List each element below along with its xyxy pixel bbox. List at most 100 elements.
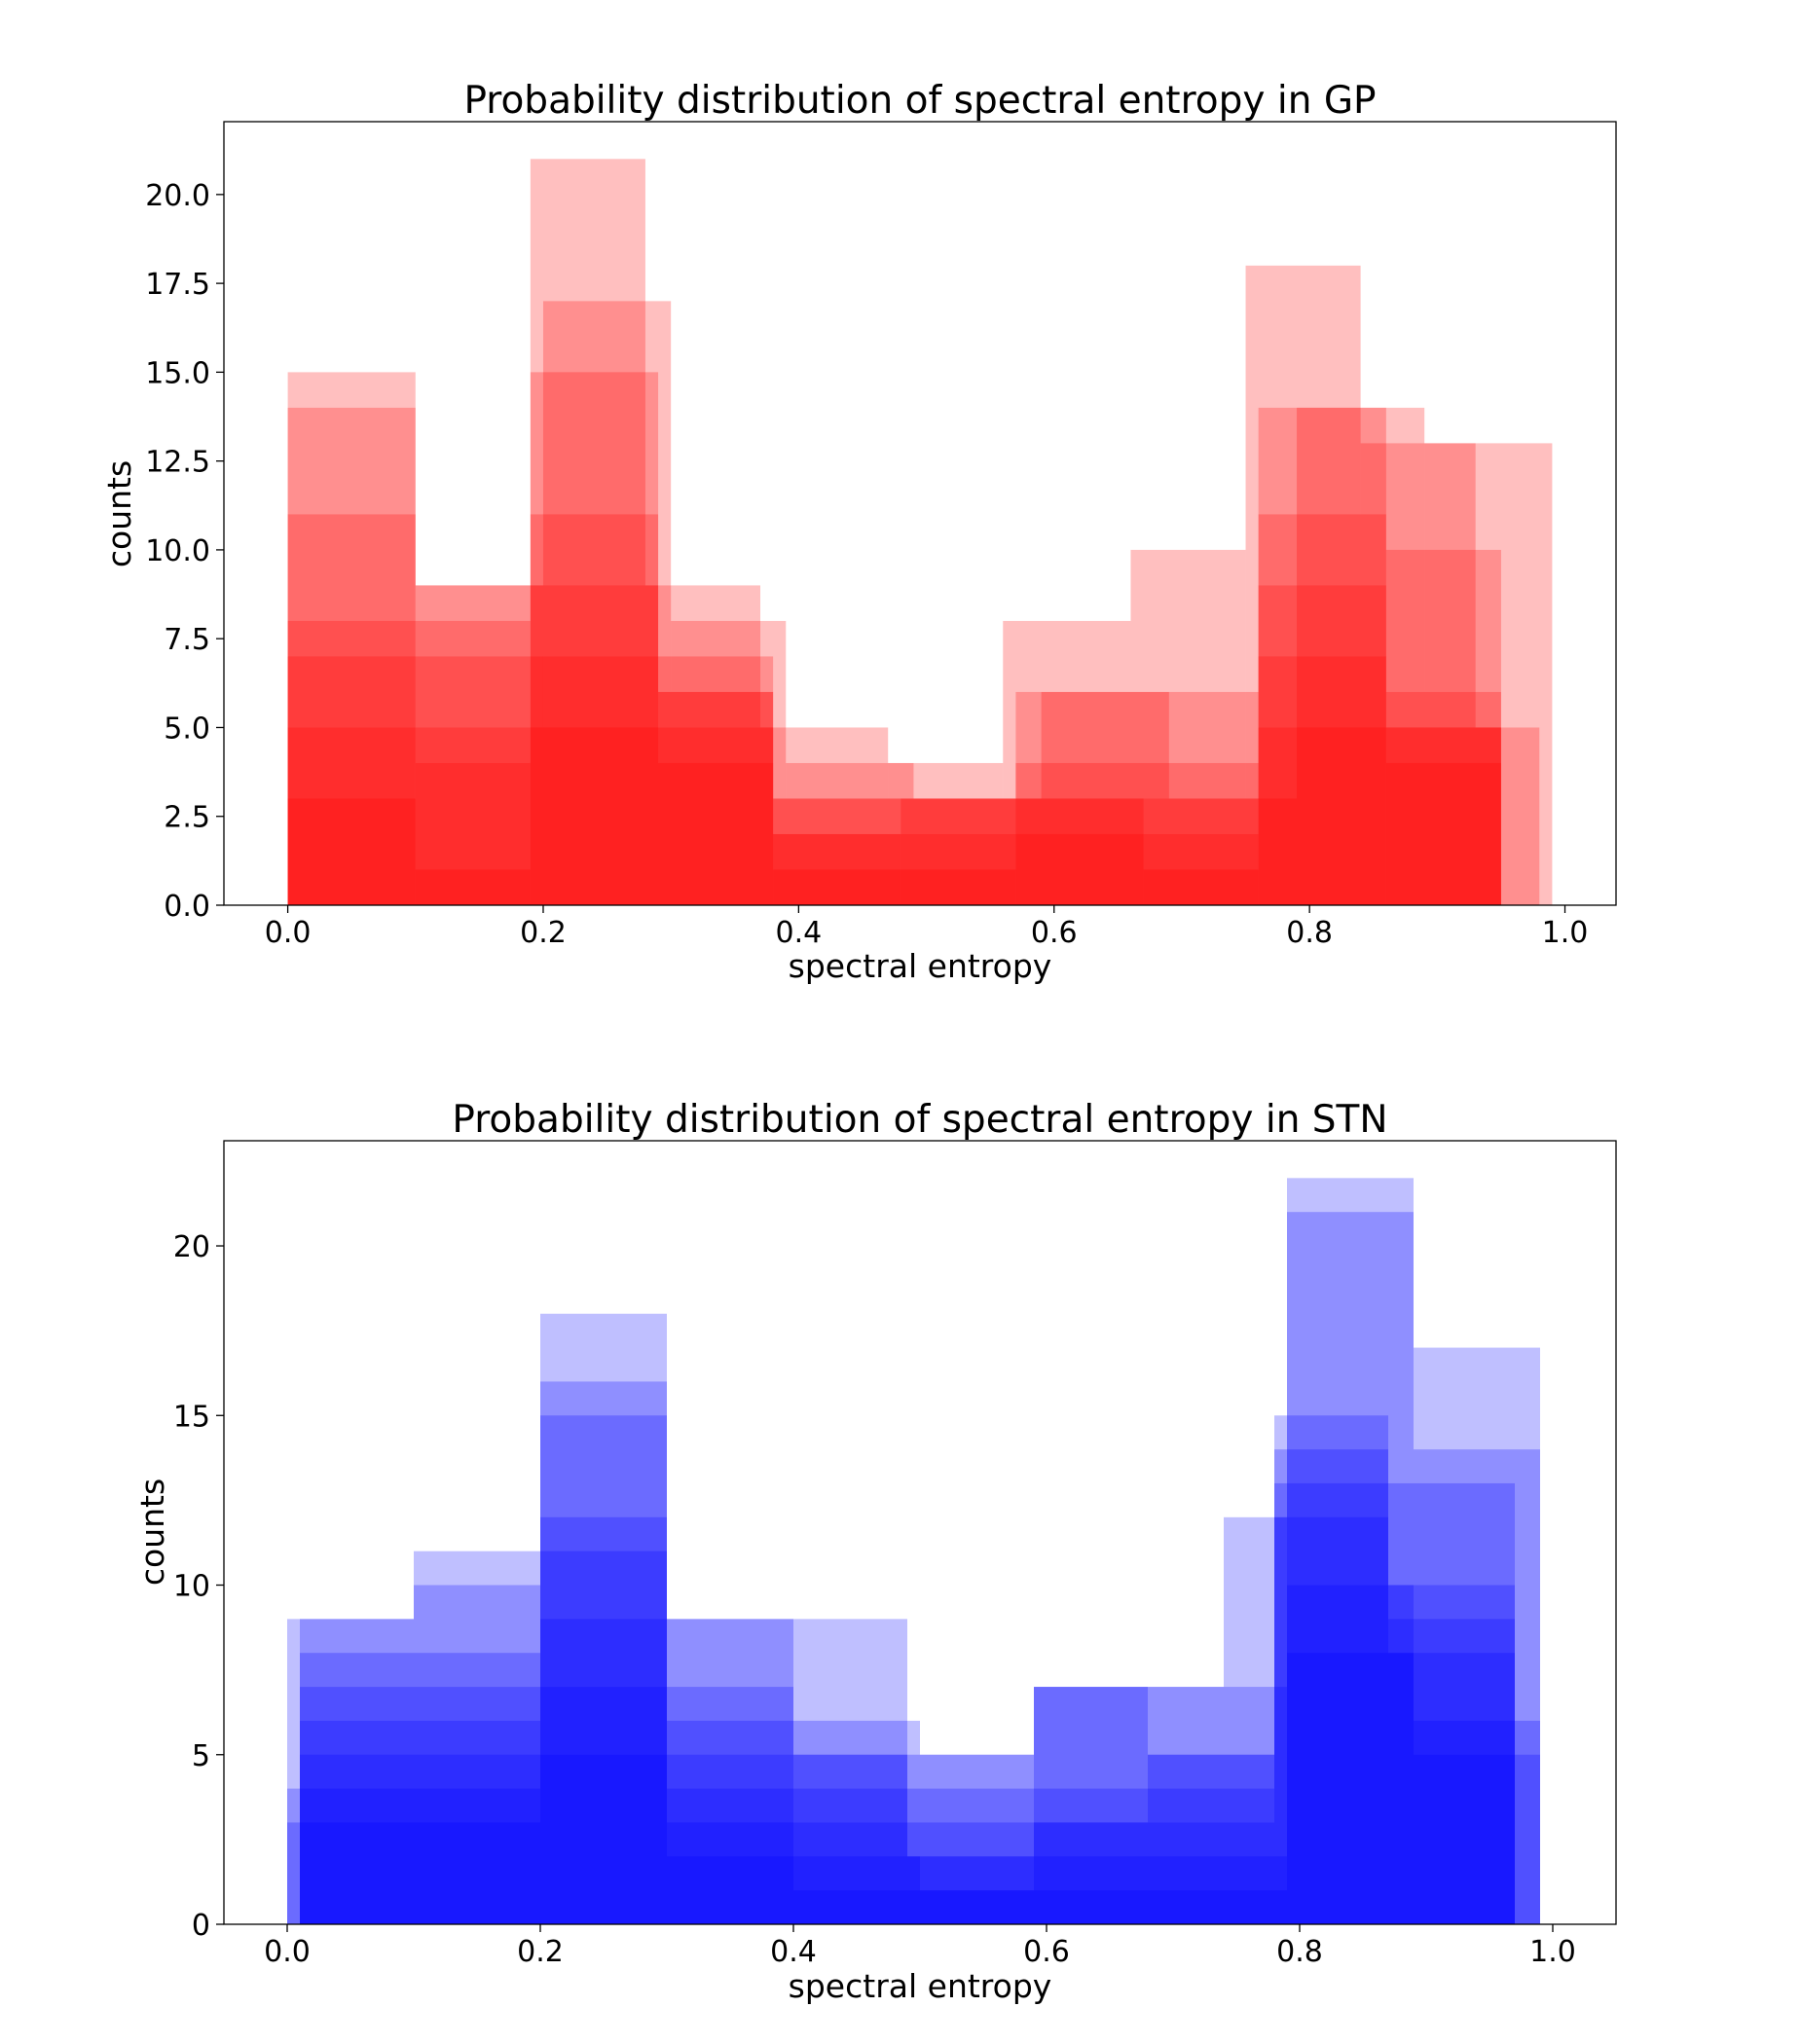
histogram-bar bbox=[667, 1822, 793, 1924]
histogram-bar bbox=[1414, 1347, 1540, 1924]
histogram-bar bbox=[414, 1585, 540, 1924]
histogram-bar bbox=[300, 1653, 426, 1924]
y-tick-label: 10 bbox=[173, 1570, 210, 1604]
histogram-bar bbox=[900, 798, 1016, 905]
histogram-bar bbox=[773, 798, 901, 905]
histogram-bar bbox=[1041, 691, 1169, 905]
histogram-bar bbox=[793, 1822, 907, 1924]
histogram-bar bbox=[287, 1788, 414, 1924]
histogram-bar bbox=[1015, 833, 1144, 905]
histogram-bar bbox=[1148, 1788, 1274, 1924]
histogram-bar bbox=[658, 762, 774, 905]
x-tick-label: 0.4 bbox=[770, 1935, 817, 1969]
y-tick-label: 0.0 bbox=[164, 890, 210, 924]
plot-frame bbox=[223, 1140, 1617, 1925]
histogram-bar bbox=[900, 833, 1016, 905]
y-tick-label: 10.0 bbox=[145, 534, 210, 568]
histogram-bar bbox=[900, 798, 1016, 905]
histogram-bar bbox=[1388, 1619, 1515, 1924]
histogram-bar bbox=[658, 691, 774, 905]
histogram-bar bbox=[1388, 1585, 1515, 1924]
histogram-bar bbox=[793, 1720, 920, 1924]
histogram-bar bbox=[786, 762, 914, 905]
x-tick-label: 0.8 bbox=[1276, 1935, 1323, 1969]
histogram-bar bbox=[426, 1687, 540, 1924]
y-tick-label: 20 bbox=[173, 1230, 210, 1264]
histogram-bar bbox=[1160, 1687, 1224, 1924]
histogram-bar bbox=[1148, 1754, 1274, 1924]
y-axis-ticks: 0 5 10 15 20 bbox=[173, 1230, 224, 1943]
histogram-bar bbox=[793, 1890, 920, 1924]
histogram-bar bbox=[667, 1720, 793, 1924]
x-tick-label: 0.4 bbox=[776, 916, 823, 950]
histogram-bar bbox=[793, 1754, 907, 1924]
histogram-bar bbox=[287, 514, 416, 905]
histogram-bar bbox=[671, 620, 787, 905]
histogram-bar bbox=[1360, 443, 1476, 905]
y-tick-label: 20.0 bbox=[145, 179, 210, 213]
histogram-bar bbox=[773, 869, 901, 905]
histogram-bar bbox=[1475, 727, 1540, 905]
histogram-bar bbox=[1385, 762, 1501, 905]
histogram-bar bbox=[1287, 1585, 1414, 1924]
y-axis-label: counts bbox=[133, 1478, 171, 1586]
histogram-bar bbox=[415, 762, 531, 905]
histogram-bar bbox=[1287, 1212, 1414, 1924]
histogram-bar bbox=[1148, 1822, 1274, 1924]
histogram-bar bbox=[907, 1754, 1034, 1924]
histogram-bar bbox=[1274, 1415, 1388, 1924]
x-axis-ticks: 0.0 0.2 0.4 0.6 0.8 1.0 bbox=[264, 1924, 1576, 1969]
histogram-bar bbox=[1143, 798, 1259, 905]
histogram-bar bbox=[1274, 1449, 1388, 1924]
histogram-bar bbox=[1385, 727, 1501, 905]
chart-title: Probability distribution of spectral ent… bbox=[463, 79, 1376, 123]
histogram-bar bbox=[415, 727, 531, 905]
chart-gp: Probability distribution of spectral ent… bbox=[100, 79, 1617, 985]
histogram-bar bbox=[1274, 1516, 1388, 1924]
histogram-bar bbox=[1414, 1449, 1540, 1924]
histogram-bar bbox=[530, 727, 659, 905]
histogram-bar bbox=[287, 798, 416, 905]
histogram-bar bbox=[530, 585, 659, 905]
histogram-bar bbox=[1160, 1856, 1287, 1924]
histogram-bar bbox=[793, 1788, 907, 1924]
histogram-bar bbox=[667, 1754, 793, 1924]
y-tick-label: 15 bbox=[173, 1400, 210, 1434]
histogram-bar bbox=[287, 727, 416, 905]
histogram-bar bbox=[300, 1720, 426, 1924]
histogram-bar bbox=[1015, 691, 1144, 905]
histogram-bar bbox=[415, 585, 531, 905]
histogram-bar bbox=[667, 1687, 793, 1924]
histogram-bar bbox=[530, 514, 659, 905]
plot-frame bbox=[223, 121, 1617, 906]
histogram-bar bbox=[426, 1754, 540, 1924]
x-tick-label: 0.2 bbox=[517, 1935, 564, 1969]
histogram-bar bbox=[1385, 727, 1501, 905]
histogram-bar bbox=[760, 727, 889, 905]
histogram-bar bbox=[1034, 1687, 1160, 1924]
histogram-bar bbox=[920, 1754, 1034, 1924]
histogram-bar bbox=[1388, 1653, 1515, 1924]
bars-group bbox=[287, 1178, 1540, 1924]
histogram-bar bbox=[773, 833, 901, 905]
x-tick-label: 1.0 bbox=[1542, 916, 1589, 950]
histogram-bar bbox=[540, 1415, 667, 1924]
histogram-bar bbox=[907, 1822, 1034, 1924]
x-tick-label: 0.8 bbox=[1286, 916, 1333, 950]
y-tick-label: 0 bbox=[192, 1909, 210, 1943]
histogram-bar bbox=[287, 372, 416, 905]
histogram-bar bbox=[540, 1619, 667, 1924]
histogram-bar bbox=[913, 798, 1042, 905]
y-tick-label: 2.5 bbox=[164, 801, 210, 835]
histogram-bar bbox=[667, 1619, 793, 1924]
histogram-bar bbox=[1274, 1482, 1388, 1924]
histogram-bar bbox=[287, 407, 416, 905]
histogram-bar bbox=[426, 1720, 540, 1924]
histogram-bar bbox=[530, 159, 645, 906]
chart-title: Probability distribution of spectral ent… bbox=[452, 1098, 1387, 1142]
y-tick-label: 15.0 bbox=[145, 356, 210, 390]
histogram-bar bbox=[1015, 798, 1144, 905]
histogram-bar bbox=[1258, 656, 1386, 905]
histogram-bar bbox=[300, 1754, 426, 1924]
